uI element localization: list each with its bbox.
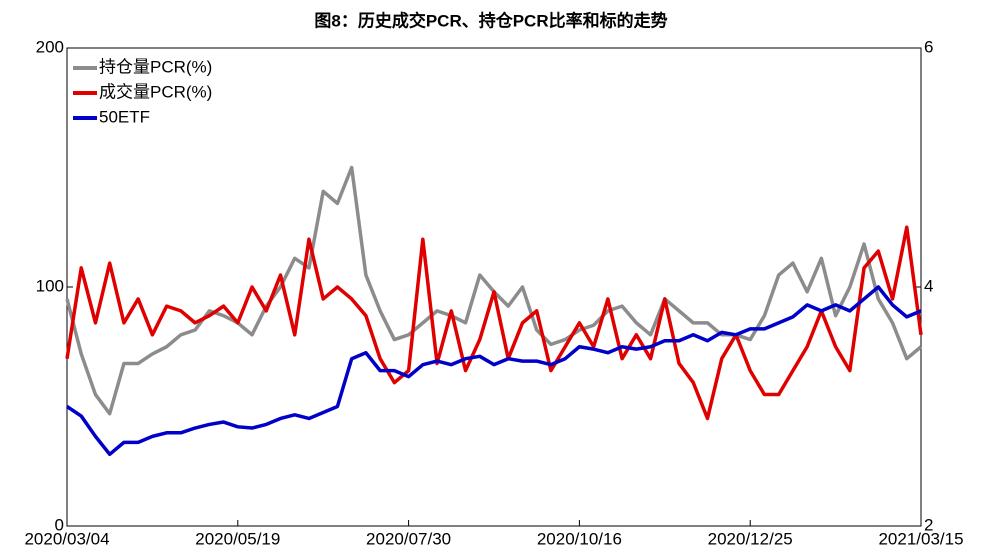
- y2-tick-label: 2: [924, 515, 933, 534]
- x-tick-label: 2020/05/19: [195, 529, 280, 548]
- x-tick-label: 2021/03/15: [878, 529, 963, 548]
- y2-tick-label: 4: [924, 276, 933, 295]
- y-tick-label: 100: [36, 276, 64, 295]
- plot-frame: [66, 47, 922, 527]
- x-tick-label: 2020/07/30: [366, 529, 451, 548]
- y-tick-label: 0: [55, 515, 64, 534]
- series-line: [66, 285, 922, 457]
- x-tick-label: 2020/03/04: [24, 529, 109, 548]
- chart-title: 图8：历史成交PCR、持仓PCR比率和标的走势: [314, 10, 667, 30]
- x-tick-label: 2020/12/25: [708, 529, 793, 548]
- y2-tick-label: 6: [924, 37, 933, 56]
- series-line: [65, 225, 923, 421]
- x-tick-label: 2020/10/16: [537, 529, 622, 548]
- legend-label: 成交量PCR(%): [99, 82, 212, 101]
- legend-label: 持仓量PCR(%): [99, 57, 212, 76]
- legend-label: 50ETF: [99, 107, 150, 126]
- y-tick-label: 200: [36, 37, 64, 56]
